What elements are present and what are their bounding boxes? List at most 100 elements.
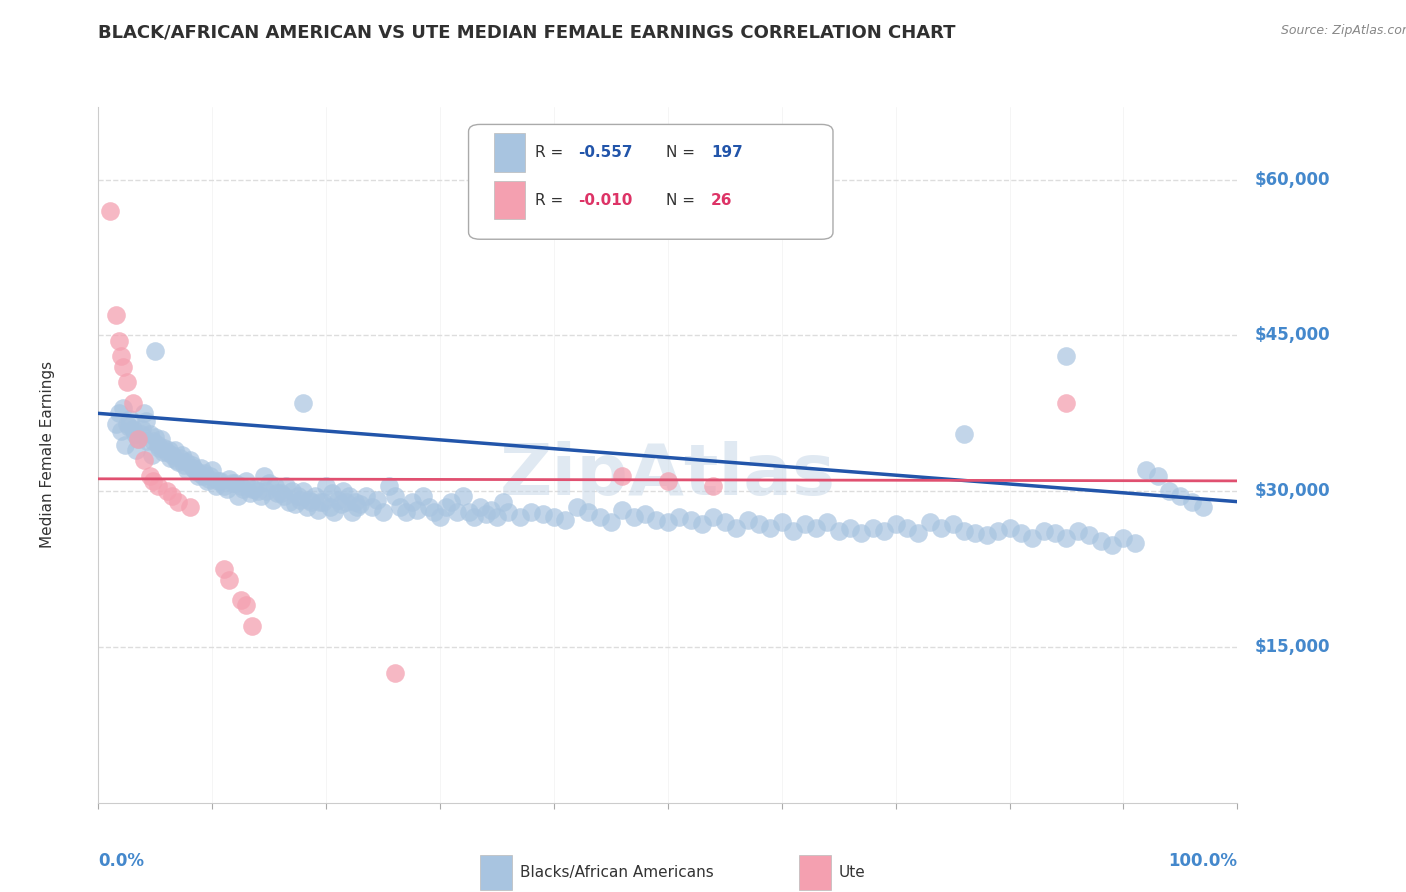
Point (145, 344, 167, 359)
Point (839, 520, 862, 534)
Point (349, 497, 371, 511)
Point (634, 507, 657, 521)
Point (209, 474, 232, 488)
Text: $30,000: $30,000 (1254, 483, 1330, 500)
Point (167, 455, 190, 469)
Point (136, 434, 159, 449)
Point (112, 359, 135, 374)
Point (1054, 349, 1078, 363)
Point (145, 430, 167, 444)
Point (343, 494, 366, 508)
Point (737, 513, 759, 527)
Point (115, 417, 138, 431)
Point (170, 448, 193, 462)
Point (110, 424, 132, 438)
Point (264, 479, 287, 493)
Point (212, 479, 235, 493)
Point (212, 562, 235, 576)
Point (259, 475, 281, 490)
Text: R =: R = (534, 193, 568, 208)
Point (346, 500, 368, 514)
Point (273, 490, 295, 504)
Point (198, 472, 221, 486)
Point (114, 437, 136, 451)
Point (104, 308, 127, 322)
Point (254, 484, 277, 499)
Point (127, 433, 149, 447)
Point (953, 524, 976, 538)
Point (330, 497, 353, 511)
Point (198, 468, 221, 483)
Point (332, 484, 354, 499)
Point (759, 520, 782, 534)
Point (193, 466, 215, 480)
Point (299, 494, 322, 508)
Point (406, 503, 429, 517)
Point (115, 376, 138, 390)
Point (217, 482, 239, 496)
Point (153, 441, 176, 455)
Point (588, 510, 610, 524)
Point (121, 396, 143, 410)
Point (418, 500, 440, 514)
Point (125, 442, 148, 457)
Point (378, 479, 401, 493)
Point (180, 458, 202, 473)
Point (110, 349, 132, 363)
Point (156, 484, 179, 499)
Point (307, 503, 329, 517)
Text: 100.0%: 100.0% (1168, 852, 1237, 870)
Point (612, 503, 634, 517)
Point (157, 442, 180, 457)
Point (423, 505, 446, 519)
Point (186, 468, 208, 483)
Point (159, 450, 181, 465)
Point (152, 445, 174, 459)
Point (146, 437, 169, 451)
Text: BLACK/AFRICAN AMERICAN VS UTE MEDIAN FEMALE EARNINGS CORRELATION CHART: BLACK/AFRICAN AMERICAN VS UTE MEDIAN FEM… (98, 23, 956, 42)
Point (124, 427, 146, 442)
Point (120, 411, 142, 425)
Point (1135, 463, 1157, 477)
Point (138, 468, 160, 483)
Point (108, 334, 131, 348)
Point (395, 505, 418, 519)
Point (165, 453, 187, 467)
Point (162, 490, 184, 504)
Point (218, 472, 240, 486)
Point (335, 494, 357, 508)
Point (929, 520, 952, 534)
Point (207, 474, 229, 488)
Point (108, 406, 131, 420)
Point (1181, 494, 1204, 508)
Point (118, 420, 141, 434)
FancyBboxPatch shape (479, 855, 512, 890)
Point (1032, 524, 1054, 538)
Point (1067, 524, 1090, 538)
Text: Median Female Earnings: Median Female Earnings (39, 361, 55, 549)
Point (862, 520, 884, 534)
Text: $60,000: $60,000 (1254, 170, 1330, 189)
Point (851, 525, 873, 540)
Point (998, 520, 1021, 534)
Point (1123, 536, 1146, 550)
Point (565, 500, 588, 514)
Point (240, 482, 263, 496)
Point (451, 490, 474, 504)
Point (486, 510, 509, 524)
Point (987, 524, 1010, 538)
Point (384, 665, 406, 680)
Text: Source: ZipAtlas.com: Source: ZipAtlas.com (1281, 23, 1406, 37)
Point (218, 573, 240, 587)
Point (284, 497, 307, 511)
Point (953, 427, 976, 442)
Point (965, 525, 987, 540)
Point (277, 494, 299, 508)
Point (804, 520, 827, 534)
Point (479, 503, 502, 517)
Point (148, 441, 170, 455)
Point (246, 484, 269, 499)
Text: 26: 26 (711, 193, 733, 208)
Point (169, 450, 191, 465)
Point (815, 516, 838, 530)
